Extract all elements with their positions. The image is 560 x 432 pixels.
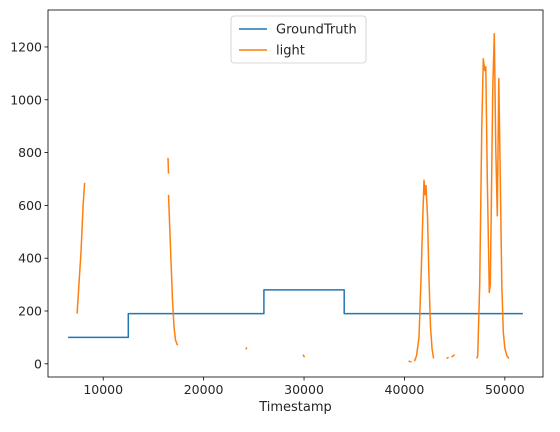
x-tick-label: 50000 [485,382,525,397]
series-line-groundtruth-0 [68,289,523,339]
legend: GroundTruth light [230,15,367,64]
series-layer [68,33,523,363]
y-tick-label: 200 [18,303,42,318]
legend-label-light: light [276,44,305,59]
y-tick-label: 0 [34,356,42,371]
x-tick-label: 40000 [385,382,425,397]
series-line-light-3 [245,347,248,350]
x-tick-label: 20000 [184,382,224,397]
axes-layer: 10000 20000 30000 40000 50000 0 200 400 600 800 10… [10,9,544,397]
series-line-light-1 [167,157,170,174]
series-light [76,33,510,363]
series-line-light-8 [451,354,456,358]
y-tick-label: 600 [18,198,42,213]
series-groundtruth [68,289,523,339]
y-tick-label: 400 [18,251,42,266]
x-axis-title: Timestamp [258,400,332,415]
y-tick-label: 1000 [10,92,42,107]
series-line-light-4 [302,354,306,358]
series-line-light-9 [476,33,510,359]
series-line-light-7 [446,356,450,360]
y-tick-label: 800 [18,145,42,160]
plot-frame [47,9,544,378]
series-line-light-5 [408,360,412,363]
series-line-light-0 [76,182,86,314]
x-tick-label: 30000 [284,382,324,397]
legend-label-groundtruth: GroundTruth [276,23,357,38]
series-line-light-2 [167,194,179,346]
x-tick-label: 10000 [83,382,123,397]
legend-box [230,15,367,64]
y-tick-label: 1200 [10,39,42,54]
series-line-light-6 [413,179,435,362]
